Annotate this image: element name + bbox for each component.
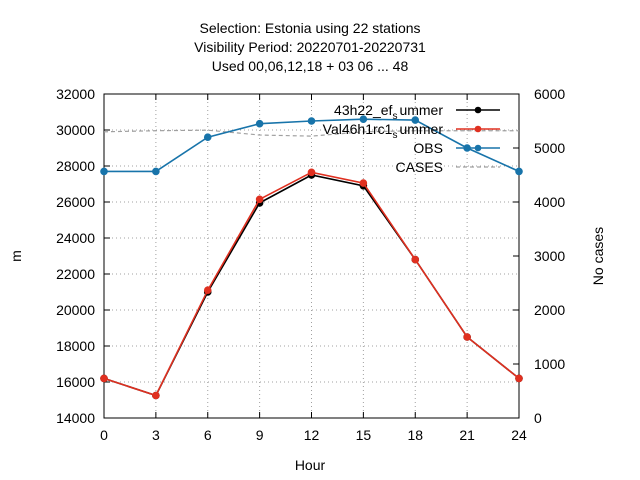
series-line-cases: [103, 129, 519, 137]
y2-tick-label: 0: [534, 410, 542, 426]
y-axis-label: m: [8, 250, 24, 262]
data-point-obs: [307, 117, 316, 125]
y-tick-label: 24000: [56, 230, 95, 246]
x-tick-label: 9: [256, 427, 264, 443]
y2-tick-label: 6000: [534, 86, 565, 102]
data-point-obs: [359, 115, 368, 123]
legend-label-obs: OBS: [413, 140, 443, 156]
data-point-obs: [515, 167, 523, 176]
legend-label-val46h1rc1: Val46h1rc1s ummer: [323, 121, 444, 141]
y-tick-label: 16000: [56, 374, 95, 390]
title-line-3: Used 00,06,12,18 + 03 06 ... 48: [212, 58, 409, 74]
x-axis-label: Hour: [295, 457, 326, 473]
legend-label-cases: CASES: [396, 159, 443, 175]
axis-ticks: 0 3 6 9 12 15 18 21 2414000160001800020000220002…: [56, 86, 565, 443]
y2-axis-label: No cases: [590, 227, 606, 285]
x-tick-label: 0: [100, 427, 108, 443]
x-tick-label: 24: [511, 427, 527, 443]
y2-tick-label: 4000: [534, 194, 565, 210]
y2-tick-label: 5000: [534, 140, 565, 156]
title-line-1: Selection: Estonia using 22 stations: [199, 20, 420, 36]
data-point-obs: [100, 167, 108, 176]
y-tick-label: 28000: [56, 158, 95, 174]
x-tick-label: 15: [356, 427, 372, 443]
y-tick-label: 20000: [56, 302, 95, 318]
series-group: [100, 115, 523, 400]
data-point-obs: [152, 167, 160, 176]
y-tick-label: 30000: [56, 122, 95, 138]
y2-tick-label: 1000: [534, 356, 565, 372]
x-tick-label: 18: [407, 427, 423, 443]
x-tick-label: 3: [152, 427, 160, 443]
data-point-val46h1rc1: [515, 374, 523, 383]
title-line-2: Visibility Period: 20220701-20220731: [194, 39, 426, 55]
series-line-obs: [104, 118, 520, 173]
y2-tick-label: 2000: [534, 302, 565, 318]
data-point-val46h1rc1: [203, 286, 212, 295]
x-tick-label: 6: [204, 427, 212, 443]
data-point-obs: [255, 119, 264, 128]
data-point-val46h1rc1: [100, 374, 108, 383]
y-tick-label: 26000: [56, 194, 95, 210]
y-tick-label: 32000: [56, 86, 95, 102]
y-tick-label: 18000: [56, 338, 95, 354]
chart-title: Selection: Estonia using 22 stations Vis…: [194, 20, 426, 74]
data-point-val46h1rc1: [411, 255, 420, 264]
data-point-val46h1rc1: [152, 391, 160, 400]
data-point-val46h1rc1: [463, 333, 471, 341]
x-tick-label: 12: [304, 427, 320, 443]
legend-marker-43h22-ef: [474, 106, 482, 114]
data-point-obs: [203, 133, 212, 141]
data-point-val46h1rc1: [359, 179, 368, 187]
legend-marker-obs: [474, 144, 482, 152]
x-tick-label: 21: [459, 427, 475, 443]
data-point-val46h1rc1: [307, 168, 316, 177]
y2-tick-label: 3000: [534, 248, 565, 264]
legend-marker-val46h1rc1: [474, 125, 482, 133]
data-point-obs: [411, 116, 420, 124]
y-tick-label: 14000: [56, 410, 95, 426]
legend-label-43h22-ef: 43h22_efs ummer: [334, 102, 443, 122]
data-point-val46h1rc1: [255, 195, 264, 204]
y-tick-label: 22000: [56, 266, 95, 282]
